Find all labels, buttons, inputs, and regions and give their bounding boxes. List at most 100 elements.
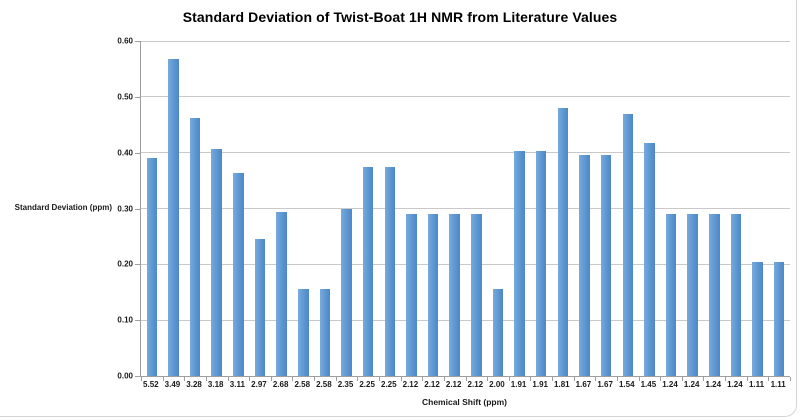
x-tick-mark (703, 377, 705, 381)
y-tick-mark (135, 264, 140, 266)
bar (535, 151, 547, 376)
x-tick-mark (725, 377, 727, 381)
x-tick-mark (249, 377, 251, 381)
x-tick-mark (595, 377, 597, 381)
bar (211, 149, 222, 376)
y-tick-mark (135, 208, 140, 210)
y-tick-label: 0.10 (117, 315, 133, 325)
x-tick-mark (162, 377, 164, 381)
bar (709, 214, 720, 376)
bar (298, 288, 309, 376)
y-tick-mark (135, 376, 140, 377)
bar (514, 151, 525, 376)
bar (773, 261, 785, 376)
bar (492, 289, 504, 376)
x-tick-label: 1.67 (597, 380, 613, 389)
x-tick-label: 2.12 (424, 380, 440, 389)
bar (341, 208, 352, 376)
x-tick-mark (422, 377, 424, 381)
bar (319, 288, 331, 376)
bar (557, 108, 569, 376)
x-tick-label: 3.11 (229, 380, 245, 389)
y-tick-label: 0.30 (117, 204, 133, 213)
x-tick-mark (400, 377, 402, 381)
x-tick-mark (227, 377, 229, 381)
x-tick-label: 3.49 (164, 380, 181, 389)
x-tick-label: 2.58 (316, 380, 332, 389)
x-tick-label: 1.54 (618, 380, 635, 389)
x-tick-label: 2.25 (359, 380, 375, 389)
x-tick-label: 2.97 (251, 380, 267, 389)
bar (730, 214, 742, 376)
x-tick-label: 1.24 (727, 380, 743, 389)
x-tick-mark (508, 377, 510, 381)
x-tick-label: 1.67 (575, 380, 592, 389)
bar (622, 113, 633, 376)
x-tick-label: 1.24 (705, 380, 722, 389)
x-tick-mark (184, 377, 186, 381)
x-tick-label: 1.24 (683, 380, 700, 389)
bar (579, 154, 590, 376)
y-tick-mark (135, 320, 140, 322)
x-tick-label: 2.12 (445, 380, 462, 389)
y-axis-title: Standard Deviation (ppm) (14, 203, 112, 212)
bar (276, 211, 287, 376)
y-tick-label: 0.00 (117, 371, 133, 381)
x-tick-label: 1.11 (748, 380, 765, 389)
bar (406, 214, 417, 376)
gridline (141, 208, 790, 209)
x-tick-mark (768, 377, 770, 381)
x-tick-mark (573, 377, 575, 381)
x-tick-mark (530, 377, 532, 381)
bar (471, 214, 482, 376)
bar (384, 166, 396, 376)
bar (644, 142, 655, 376)
gridline (141, 152, 790, 154)
y-axis-tick-labels: 0.00 0.10 0.20 0.30 0.40 0.50 0.60 (0, 0, 133, 420)
x-tick-mark (335, 377, 337, 381)
x-tick-mark (616, 377, 618, 381)
x-axis-tick-labels: 5.52 3.49 3.28 3.18 3.11 2.97 2.68 2.58 2.58 2.35… (140, 380, 789, 392)
x-tick-label: 5.52 (143, 380, 159, 389)
x-tick-label: 1.91 (532, 380, 548, 389)
bar (254, 239, 266, 376)
x-tick-mark (746, 377, 748, 381)
gridline (141, 40, 790, 42)
gridline (141, 263, 790, 265)
x-tick-label: 1.81 (554, 380, 570, 389)
x-tick-mark (314, 377, 316, 381)
gridline (141, 96, 790, 98)
x-tick-label: 2.00 (489, 380, 505, 389)
bar (665, 214, 677, 376)
x-tick-mark (552, 377, 554, 381)
x-tick-mark (357, 377, 359, 381)
x-tick-mark (465, 377, 467, 381)
y-tick-mark (135, 41, 140, 42)
y-tick-label: 0.50 (117, 92, 133, 102)
x-tick-label: 2.25 (380, 380, 397, 389)
bar (146, 158, 158, 376)
y-tick-mark (135, 152, 140, 154)
x-tick-mark (443, 377, 445, 381)
bar (752, 261, 763, 376)
x-tick-mark (378, 377, 380, 381)
x-tick-label: 2.12 (402, 380, 419, 389)
x-tick-mark (205, 377, 207, 381)
y-tick-label: 0.20 (117, 259, 133, 269)
x-tick-mark (660, 377, 662, 381)
x-tick-mark (270, 377, 272, 381)
chart-title: Standard Deviation of Twist-Boat 1H NMR … (182, 9, 618, 25)
x-tick-mark (638, 377, 640, 381)
bar (233, 173, 244, 376)
bar (189, 118, 201, 376)
y-tick-label: 0.60 (117, 36, 133, 46)
y-tick-mark (135, 96, 140, 98)
x-tick-label: 1.45 (640, 380, 657, 389)
gridline (141, 319, 790, 321)
x-tick-mark (292, 377, 294, 381)
x-axis-title: Chemical Shift (ppm) (421, 397, 507, 407)
x-tick-mark (681, 377, 683, 381)
x-tick-label: 1.24 (662, 380, 678, 389)
x-tick-mark (790, 377, 791, 381)
